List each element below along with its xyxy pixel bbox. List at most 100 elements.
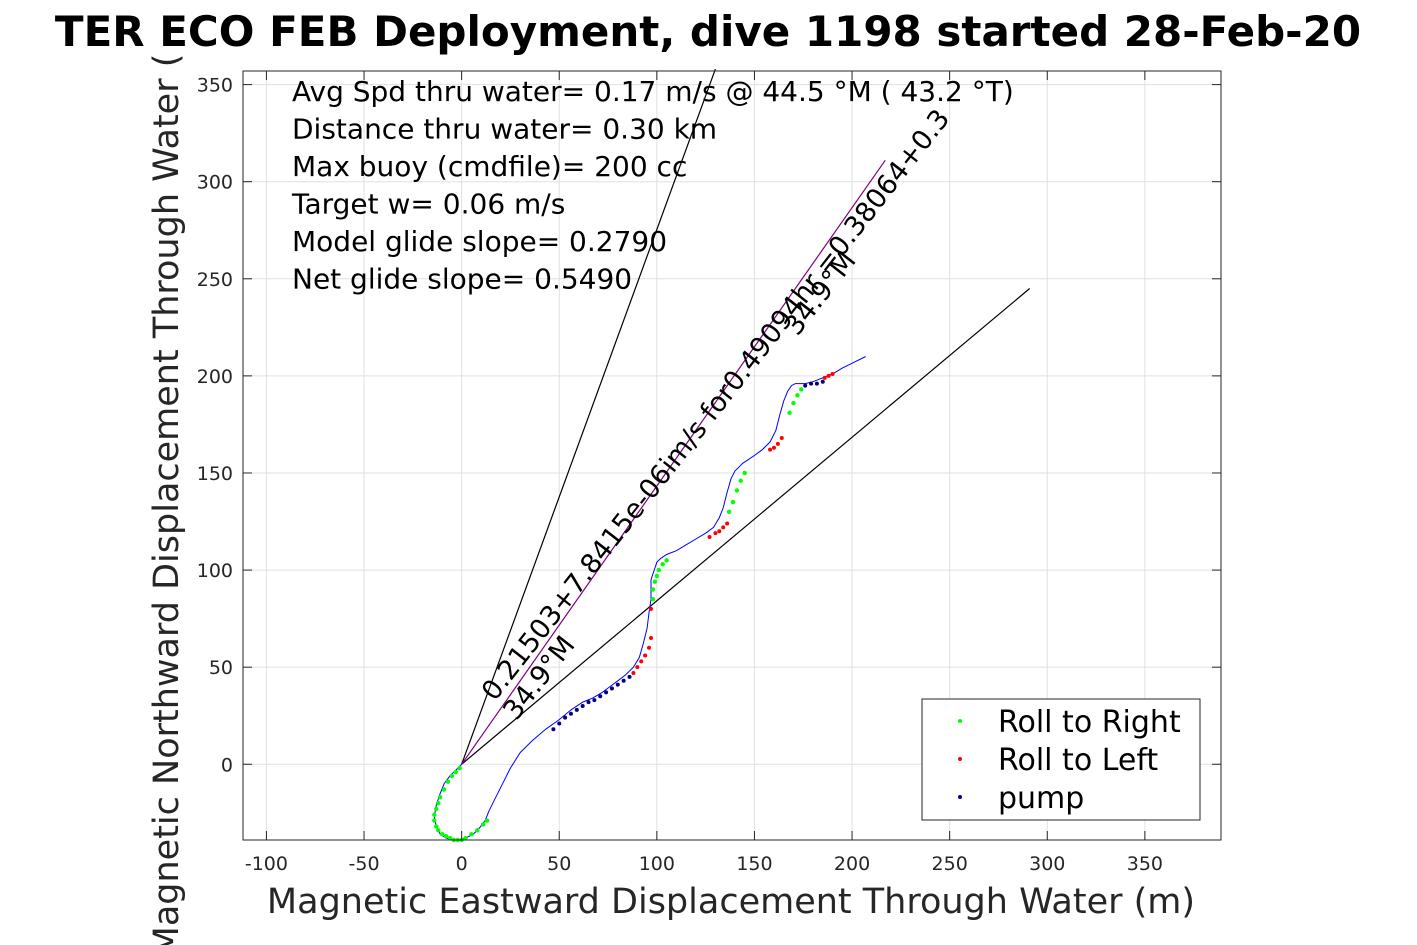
- y-tick-label: 300: [197, 172, 233, 194]
- pump-marker: [551, 727, 556, 732]
- y-tick-label: 0: [221, 754, 233, 776]
- legend-roll-left-marker: [958, 757, 962, 761]
- roll-right-marker: [656, 567, 661, 573]
- pump-marker: [557, 721, 562, 726]
- roll-right-marker: [787, 410, 792, 415]
- track-markers: [432, 371, 835, 843]
- roll-right-marker: [654, 573, 660, 579]
- x-tick-label: 350: [1127, 853, 1163, 875]
- grid-lines: [243, 71, 1221, 840]
- roll-right-marker: [734, 488, 740, 493]
- roll-right-marker: [437, 795, 443, 800]
- legend-pump-marker: [958, 795, 962, 799]
- stats-annotation-line: Max buoy (cmdfile)= 200 cc: [292, 150, 687, 183]
- pump-marker: [586, 700, 591, 705]
- roll-right-marker: [480, 822, 486, 827]
- roll-left-marker: [631, 670, 636, 675]
- pump-marker: [621, 678, 626, 683]
- roll-right-marker: [434, 824, 439, 829]
- roll-left-marker: [639, 659, 644, 664]
- plot-frame: [242, 70, 1222, 841]
- legend: Roll to Right Roll to Left pump: [921, 698, 1201, 821]
- mean-velocity-line: [461, 159, 886, 765]
- x-axis-ticks: -100 -50 0 50 100 150 200 250 300 350: [245, 71, 1163, 875]
- x-tick-label: 150: [736, 853, 772, 875]
- x-tick-label: 300: [1029, 853, 1065, 875]
- roll-left-marker: [830, 371, 835, 376]
- wedge-left-line: [461, 68, 716, 765]
- x-tick-label: 50: [547, 853, 571, 875]
- roll-left-marker: [721, 525, 726, 530]
- stats-annotation-line: Distance thru water= 0.30 km: [292, 113, 717, 146]
- x-tick-label: 250: [932, 853, 968, 875]
- roll-right-marker: [436, 800, 441, 806]
- roll-right-marker: [475, 828, 480, 833]
- roll-left-marker: [822, 375, 827, 380]
- roll-left-marker: [717, 529, 722, 534]
- roll-right-marker: [432, 818, 437, 823]
- y-tick-label: 350: [197, 75, 233, 97]
- x-tick-label: -100: [245, 853, 288, 875]
- pump-marker: [604, 690, 609, 695]
- roll-right-marker: [453, 769, 458, 775]
- x-tick-label: 200: [834, 853, 870, 875]
- roll-left-marker: [707, 535, 712, 540]
- roll-right-marker: [434, 806, 439, 812]
- roll-left-marker: [647, 645, 652, 650]
- roll-right-marker: [742, 470, 747, 476]
- pump-marker: [598, 694, 603, 699]
- pump-marker: [820, 379, 825, 384]
- y-tick-label: 100: [197, 560, 233, 582]
- x-axis-label: Magnetic Eastward Displacement Through W…: [267, 882, 1195, 922]
- roll-right-marker: [650, 597, 656, 602]
- roll-right-marker: [436, 828, 441, 833]
- roll-left-marker: [648, 636, 653, 641]
- roll-left-marker: [771, 445, 776, 450]
- roll-right-marker: [738, 478, 743, 483]
- roll-right-marker: [484, 818, 490, 823]
- pump-marker: [568, 711, 573, 716]
- x-tick-label: 100: [639, 853, 675, 875]
- wedge-right-line: [461, 288, 1031, 765]
- roll-right-marker: [791, 400, 796, 406]
- glider-track-line: [433, 356, 866, 841]
- legend-box: [921, 698, 1201, 821]
- roll-right-marker: [799, 387, 804, 392]
- pump-marker: [615, 682, 620, 687]
- roll-right-marker: [439, 831, 445, 837]
- roll-left-marker: [725, 521, 730, 526]
- stats-annotation-line: Model glide slope= 0.2790: [292, 225, 667, 258]
- roll-right-marker: [445, 779, 451, 784]
- pump-marker: [809, 381, 814, 386]
- glider-track: [433, 356, 866, 841]
- stats-annotation-line: Avg Spd thru water= 0.17 m/s @ 44.5 °M (…: [292, 75, 1014, 108]
- pump-marker: [574, 707, 579, 712]
- y-tick-label: 50: [209, 657, 233, 679]
- roll-right-marker: [441, 787, 447, 792]
- stats-annotation-line: Net glide slope= 0.5490: [292, 263, 632, 296]
- x-tick-label: -50: [349, 853, 380, 875]
- roll-right-marker: [726, 509, 732, 515]
- y-tick-label: 250: [197, 269, 233, 291]
- stats-annotation-line: Target w= 0.06 m/s: [291, 188, 565, 221]
- y-axis-ticks: 0 50 100 150 200 250 300 350: [197, 75, 1221, 776]
- roll-right-marker: [457, 765, 462, 771]
- roll-right-marker: [652, 579, 658, 584]
- y-tick-label: 200: [197, 366, 233, 388]
- pump-marker: [609, 686, 614, 691]
- roll-right-marker: [469, 831, 474, 837]
- roll-left-marker: [648, 606, 653, 611]
- legend-roll-right-marker: [958, 719, 962, 723]
- pump-marker: [803, 383, 808, 388]
- roll-right-marker: [730, 499, 736, 505]
- roll-left-marker: [643, 653, 648, 658]
- y-axis-label: Magnetic Northward Displacement Through …: [147, 54, 187, 945]
- pump-marker: [592, 698, 597, 703]
- roll-right-marker: [650, 587, 656, 592]
- roll-right-marker: [432, 812, 437, 817]
- x-tick-label: 0: [456, 853, 468, 875]
- roll-left-marker: [779, 436, 784, 441]
- chart-title: TER ECO FEB Deployment, dive 1198 starte…: [55, 7, 1361, 56]
- roll-right-marker: [463, 835, 468, 841]
- pump-marker: [580, 704, 585, 709]
